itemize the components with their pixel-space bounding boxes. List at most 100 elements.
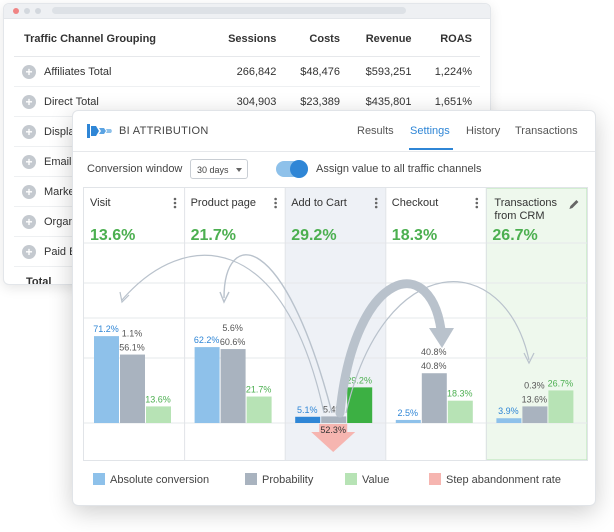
conversion-window-label: Conversion window <box>87 163 183 175</box>
maximize-dot-icon[interactable] <box>35 8 41 14</box>
tab-settings[interactable]: Settings <box>410 125 450 137</box>
bar-value[interactable] <box>548 390 574 423</box>
stage-conversion-rate: 13.6% <box>90 227 135 244</box>
kebab-menu-icon[interactable] <box>274 205 277 209</box>
flow-arrow-cart-to-transactions <box>345 281 530 414</box>
funnel-chart: Visit 13.6% 71.2%56.1% 1.1% 13.6% Product pag… <box>84 188 587 460</box>
bar-probability[interactable] <box>421 373 447 423</box>
bar-absolute-conversion[interactable] <box>94 336 119 423</box>
expand-plus-icon[interactable]: + <box>22 124 36 139</box>
conversion-window-value: 30 days <box>197 165 229 175</box>
label-probability-secondary: 40.8% <box>421 347 447 357</box>
bar-absolute-conversion[interactable] <box>295 416 321 423</box>
abandonment-arrow[interactable] <box>311 424 356 452</box>
legend-value: Value <box>345 473 389 486</box>
bar-probability[interactable] <box>522 406 548 423</box>
label-absolute: 3.9% <box>498 406 519 416</box>
bar-value[interactable] <box>246 396 272 423</box>
arrowhead-icon <box>119 291 130 304</box>
toggle-knob <box>290 160 308 178</box>
label-value: 21.7% <box>246 385 272 395</box>
address-bar[interactable] <box>52 7 406 14</box>
bar-absolute-conversion[interactable] <box>496 418 522 423</box>
bi-attribution-window: BI ATTRIBUTION Results Settings History … <box>72 110 596 506</box>
bar-value[interactable] <box>146 406 171 423</box>
kebab-menu-icon[interactable] <box>475 205 479 209</box>
edit-pencil-icon[interactable] <box>569 200 579 209</box>
table-row[interactable]: + Direct Total 304,903 $23,389 $435,801 1… <box>14 86 480 117</box>
assign-value-toggle[interactable] <box>276 160 308 178</box>
label-probability: 13.6% <box>522 394 548 404</box>
roas-cell: 1,224% <box>419 56 480 87</box>
expand-plus-icon[interactable]: + <box>22 214 36 229</box>
expand-plus-icon[interactable]: + <box>22 244 36 259</box>
channel-name: Direct Total <box>44 95 99 108</box>
costs-cell: $48,476 <box>284 56 348 87</box>
flow-arrow-cart-to-product <box>223 254 333 414</box>
flow-arrow-cart-to-visit <box>121 254 325 414</box>
bar-absolute-conversion[interactable] <box>194 347 220 423</box>
label-probability: 60.6% <box>220 337 246 347</box>
kebab-menu-icon[interactable] <box>475 197 479 201</box>
expand-plus-icon[interactable]: + <box>22 154 36 169</box>
label-probability-secondary: 5.6% <box>222 323 243 333</box>
bar-probability[interactable] <box>321 416 347 423</box>
sessions-cell: 266,842 <box>209 56 285 87</box>
label-abandonment: 52.3% <box>320 425 346 435</box>
stage-conversion-rate: 18.3% <box>392 227 437 244</box>
minimize-dot-icon[interactable] <box>24 8 30 14</box>
bar-absolute-conversion[interactable] <box>395 419 421 423</box>
kebab-menu-icon[interactable] <box>173 197 177 201</box>
label-value: 26.7% <box>548 378 574 388</box>
funnel-chart-area: Visit 13.6% 71.2% 56.1% 1.1% 13.6% Product pag… <box>83 187 588 461</box>
column-header[interactable]: Traffic Channel Grouping <box>14 22 210 57</box>
bar-value[interactable] <box>447 400 473 423</box>
legend-swatch <box>245 473 257 485</box>
column-header[interactable]: Revenue <box>347 22 420 57</box>
window-titlebar <box>4 4 490 19</box>
label-probability: 40.8% <box>421 361 447 371</box>
label-probability: 56.1% <box>119 343 145 353</box>
kebab-menu-icon[interactable] <box>374 197 378 201</box>
stage-name: from CRM <box>494 210 544 222</box>
app-title: BI ATTRIBUTION <box>119 125 209 137</box>
column-header[interactable]: Costs <box>284 22 348 57</box>
caret-down-icon <box>236 168 242 172</box>
kebab-menu-icon[interactable] <box>374 201 378 205</box>
channel-name: Affiliates Total <box>44 65 112 78</box>
kebab-menu-icon[interactable] <box>274 201 277 205</box>
column-header[interactable]: ROAS <box>419 22 480 57</box>
expand-plus-icon[interactable]: + <box>22 94 36 109</box>
legend-abandonment: Step abandonment rate <box>429 473 561 486</box>
tab-history[interactable]: History <box>466 125 501 137</box>
label-value: 29.2% <box>346 375 372 385</box>
conversion-window-select[interactable]: 30 days <box>190 159 248 179</box>
label-probability-secondary: 1.1% <box>122 329 143 339</box>
kebab-menu-icon[interactable] <box>475 201 479 205</box>
kebab-menu-icon[interactable] <box>173 201 177 205</box>
stage-conversion-rate: 21.7% <box>191 227 236 244</box>
stage-conversion-rate: 26.7% <box>492 227 537 244</box>
table-row[interactable]: + Affiliates Total 266,842 $48,476 $593,2… <box>14 56 480 87</box>
arrowhead-icon <box>523 352 535 365</box>
column-header[interactable]: Sessions <box>209 22 285 57</box>
expand-plus-icon[interactable]: + <box>22 64 36 79</box>
bar-probability[interactable] <box>120 354 145 423</box>
close-dot-icon[interactable] <box>13 8 19 14</box>
legend-label: Probability <box>262 474 314 486</box>
arrowhead-icon <box>429 328 454 348</box>
expand-plus-icon[interactable]: + <box>22 184 36 199</box>
tab-results[interactable]: Results <box>357 125 394 137</box>
label-probability: 5.4% <box>323 404 344 414</box>
tab-transactions[interactable]: Transactions <box>515 125 578 137</box>
legend-label: Absolute conversion <box>110 474 210 486</box>
kebab-menu-icon[interactable] <box>173 205 177 209</box>
label-probability-secondary: 0.3% <box>524 380 545 390</box>
kebab-menu-icon[interactable] <box>374 205 378 209</box>
stage-name: Product page <box>191 197 256 209</box>
legend-label: Step abandonment rate <box>446 474 561 486</box>
bar-probability[interactable] <box>220 349 246 423</box>
app-header: BI ATTRIBUTION Results Settings History … <box>73 111 595 152</box>
legend-probability: Probability <box>245 473 313 486</box>
kebab-menu-icon[interactable] <box>274 197 277 201</box>
